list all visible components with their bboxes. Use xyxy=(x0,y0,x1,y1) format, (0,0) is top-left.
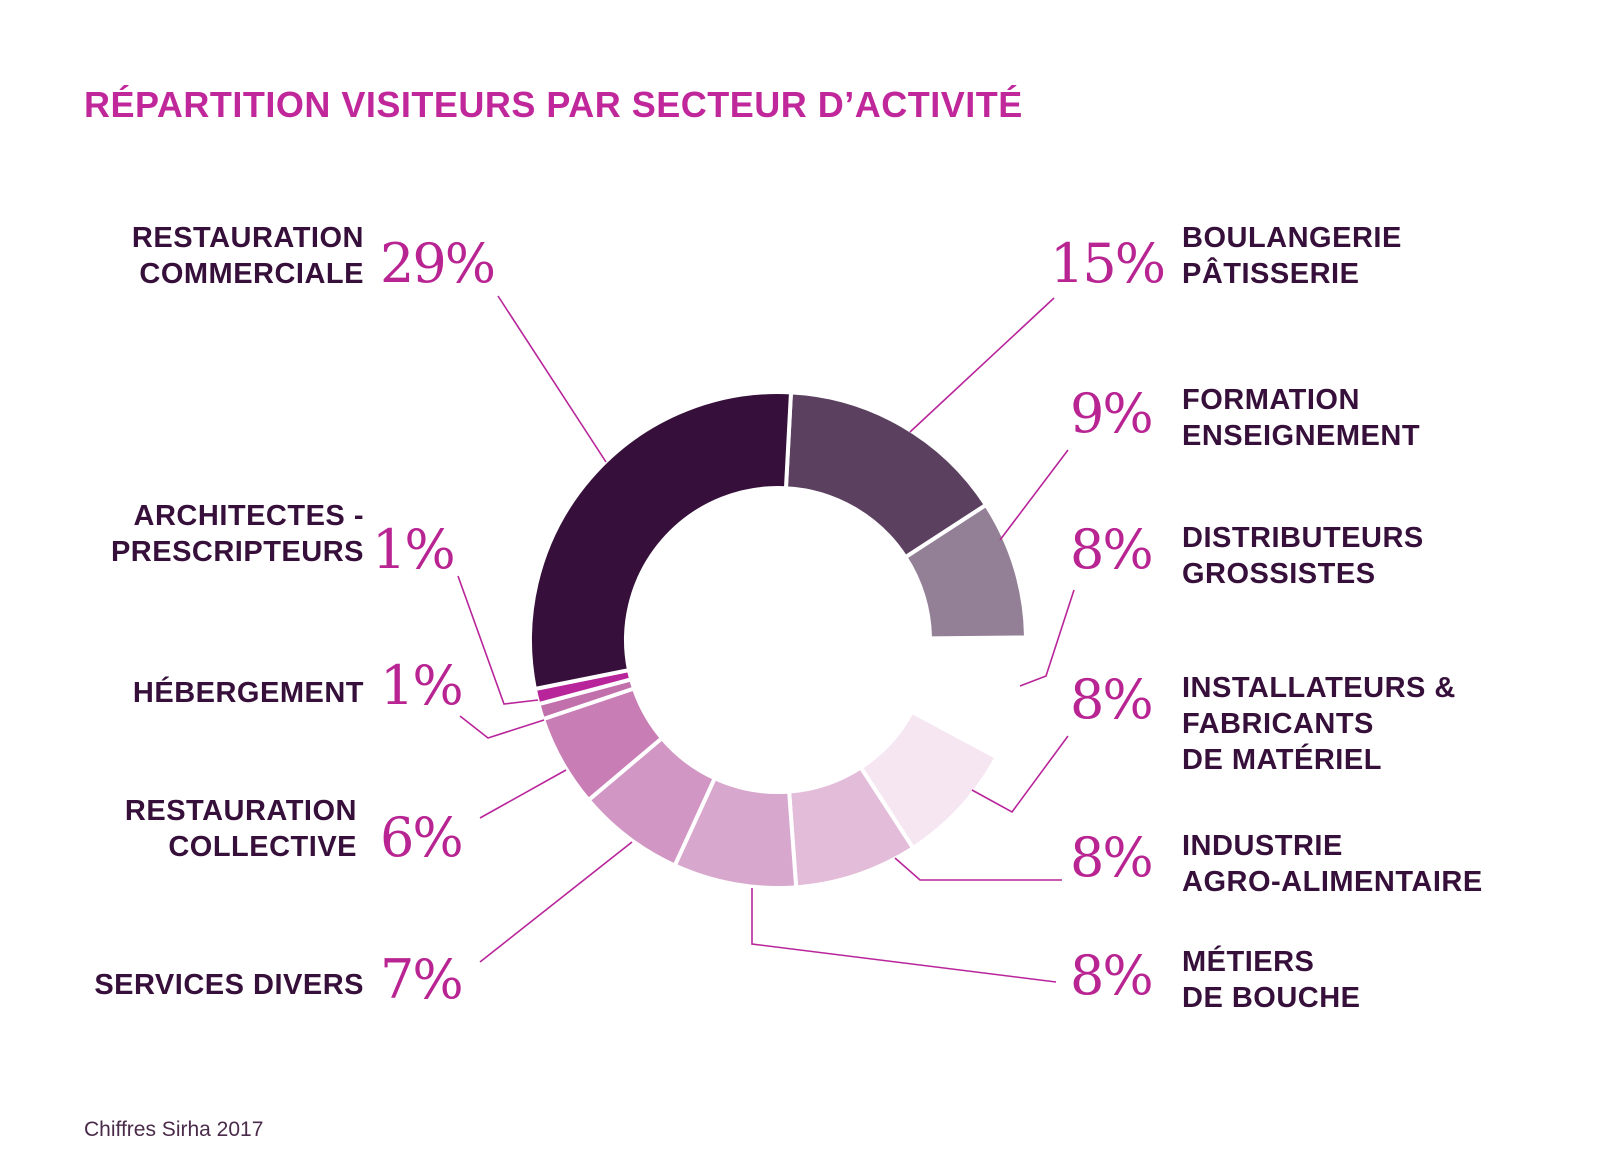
slice-percent-distributeurs-grossistes: 8% xyxy=(1070,518,1154,581)
slice-label-line: SERVICES DIVERS xyxy=(94,969,364,1001)
slice-percent-services-divers: 7% xyxy=(380,948,464,1011)
slice-label-line: DE BOUCHE xyxy=(1182,982,1361,1014)
slice-label-metiers-de-bouche: MÉTIERS DE BOUCHE xyxy=(1182,944,1361,1016)
slice-percent-industrie-agro-alimentaire: 8% xyxy=(1070,826,1154,889)
slice-label-line: RESTAURATION xyxy=(131,222,364,254)
slice-label-boulangerie-patisserie: BOULANGERIE PÂTISSERIE xyxy=(1182,220,1402,292)
slice-label-line: AGRO-ALIMENTAIRE xyxy=(1182,866,1483,898)
slice-label-line: COMMERCIALE xyxy=(139,258,364,290)
slice-label-restauration-commerciale: RESTAURATION COMMERCIALE xyxy=(132,220,364,292)
slice-label-line: COLLECTIVE xyxy=(168,831,357,863)
slice-label-line: ENSEIGNEMENT xyxy=(1182,420,1421,452)
leader-line-distributeurs-grossistes xyxy=(1019,589,1075,687)
leader-line-architectes-prescripteurs xyxy=(457,575,539,705)
slice-label-line: PÂTISSERIE xyxy=(1182,258,1360,290)
slice-label-line: FORMATION xyxy=(1182,384,1360,416)
slice-label-line: DE MATÉRIEL xyxy=(1182,744,1382,776)
slice-label-line: ARCHITECTES - xyxy=(133,500,364,532)
slice-percent-metiers-de-bouche: 8% xyxy=(1070,944,1154,1007)
leader-line-restauration-commerciale xyxy=(497,295,607,463)
leader-line-metiers-de-bouche xyxy=(751,888,1057,983)
slice-label-line: INDUSTRIE xyxy=(1182,830,1343,862)
slice-label-line: GROSSISTES xyxy=(1182,558,1376,590)
slice-label-line: RESTAURATION xyxy=(124,795,357,827)
slice-label-hebergement: HÉBERGEMENT xyxy=(133,675,364,711)
slice-percent-boulangerie-patisserie: 15% xyxy=(1050,232,1166,295)
leader-line-services-divers xyxy=(479,841,633,963)
slice-label-services-divers: SERVICES DIVERS xyxy=(94,967,364,1003)
slice-percent-installateurs-fabricants-de-materiel: 8% xyxy=(1070,668,1154,731)
leader-line-hebergement xyxy=(459,715,545,739)
chart-title: RÉPARTITION VISITEURS PAR SECTEUR D’ACTI… xyxy=(84,84,1023,125)
slice-percent-architectes-prescripteurs: 1% xyxy=(372,518,456,581)
leader-line-restauration-collective xyxy=(479,769,567,819)
leader-line-formation-enseignement xyxy=(999,449,1069,541)
slice-label-distributeurs-grossistes: DISTRIBUTEURS GROSSISTES xyxy=(1182,520,1424,592)
slice-percent-formation-enseignement: 9% xyxy=(1070,382,1154,445)
slice-label-line: INSTALLATEURS & xyxy=(1182,672,1456,704)
slice-label-line: HÉBERGEMENT xyxy=(132,677,364,709)
slice-label-industrie-agro-alimentaire: INDUSTRIE AGRO-ALIMENTAIRE xyxy=(1182,828,1483,900)
slice-formation-enseignement xyxy=(902,502,1029,641)
slice-percent-hebergement: 1% xyxy=(380,654,464,717)
source-note: Chiffres Sirha 2017 xyxy=(84,1118,264,1141)
slice-label-formation-enseignement: FORMATION ENSEIGNEMENT xyxy=(1182,382,1420,454)
slice-label-line: BOULANGERIE xyxy=(1182,222,1402,254)
slice-label-line: PRESCRIPTEURS xyxy=(110,536,364,568)
slice-label-line: FABRICANTS xyxy=(1182,708,1374,740)
slice-label-installateurs-fabricants-de-materiel: INSTALLATEURS & FABRICANTS DE MATÉRIEL xyxy=(1182,670,1456,778)
leader-line-industrie-agro-alimentaire xyxy=(894,857,1062,881)
slice-label-architectes-prescripteurs: ARCHITECTES - PRESCRIPTEURS xyxy=(111,498,364,570)
slice-label-line: MÉTIERS xyxy=(1182,946,1315,978)
slice-label-line: DISTRIBUTEURS xyxy=(1182,522,1424,554)
slice-percent-restauration-commerciale: 29% xyxy=(380,232,496,295)
leader-line-boulangerie-patisserie xyxy=(909,297,1055,433)
slice-percent-restauration-collective: 6% xyxy=(380,806,464,869)
slice-restauration-commerciale xyxy=(528,390,794,692)
slice-label-restauration-collective: RESTAURATION COLLECTIVE xyxy=(125,793,357,865)
leader-line-installateurs-fabricants-de-materiel xyxy=(971,735,1069,814)
